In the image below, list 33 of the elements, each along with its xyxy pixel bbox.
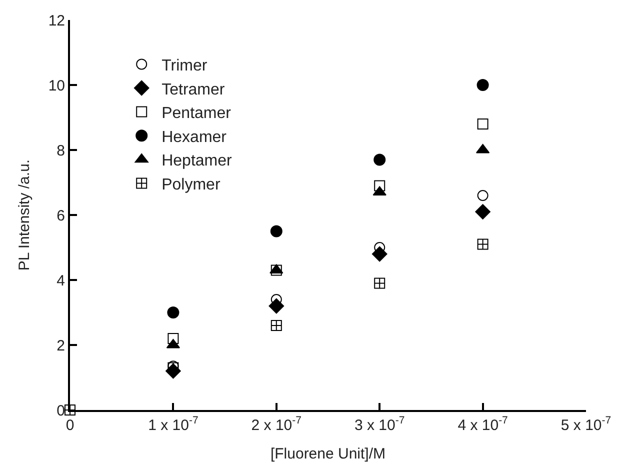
legend-label: Polymer bbox=[162, 176, 221, 194]
y-tick-label: 6 bbox=[56, 207, 65, 224]
y-tick-label: 12 bbox=[48, 12, 65, 30]
legend-label: Tetramer bbox=[162, 81, 226, 98]
legend-label: Heptamer bbox=[162, 152, 233, 170]
legend-label: Hexamer bbox=[162, 128, 228, 146]
x-tick-label: 2 x 10$^{-7}$ bbox=[251, 414, 302, 434]
point bbox=[477, 118, 488, 130]
y-tick-label: 2 bbox=[56, 337, 65, 354]
x-tick-label: 3 x 10$^{-7}$ bbox=[354, 414, 405, 434]
point bbox=[167, 306, 180, 318]
point bbox=[374, 180, 386, 192]
y-tick-label: 10 bbox=[48, 77, 65, 94]
x-tick-label: 4 x 10$^{-7}$ bbox=[458, 414, 508, 434]
point bbox=[270, 320, 282, 331]
x-tick-label: 5 x 10$^{-7}$ bbox=[560, 414, 612, 434]
legend-label: Trimer bbox=[162, 57, 208, 74]
point bbox=[268, 298, 284, 314]
point bbox=[270, 225, 282, 238]
y-tick-label: 8 bbox=[56, 142, 65, 160]
legend-label: Pentamer bbox=[162, 105, 232, 122]
y-tick-label: 4 bbox=[56, 272, 65, 290]
point bbox=[374, 154, 386, 166]
x-axis-title: [Fluorene Unit]/M bbox=[270, 446, 386, 462]
point bbox=[476, 79, 489, 91]
point bbox=[477, 190, 488, 201]
x-tick-label: 1 x 10$^{-7}$ bbox=[148, 414, 198, 434]
point bbox=[372, 246, 388, 262]
point bbox=[477, 238, 488, 250]
point bbox=[374, 278, 386, 289]
point bbox=[475, 204, 490, 220]
y-axis-title: PL Intensity /a.u. bbox=[16, 159, 34, 271]
y-tick-label: 0 bbox=[56, 402, 65, 420]
